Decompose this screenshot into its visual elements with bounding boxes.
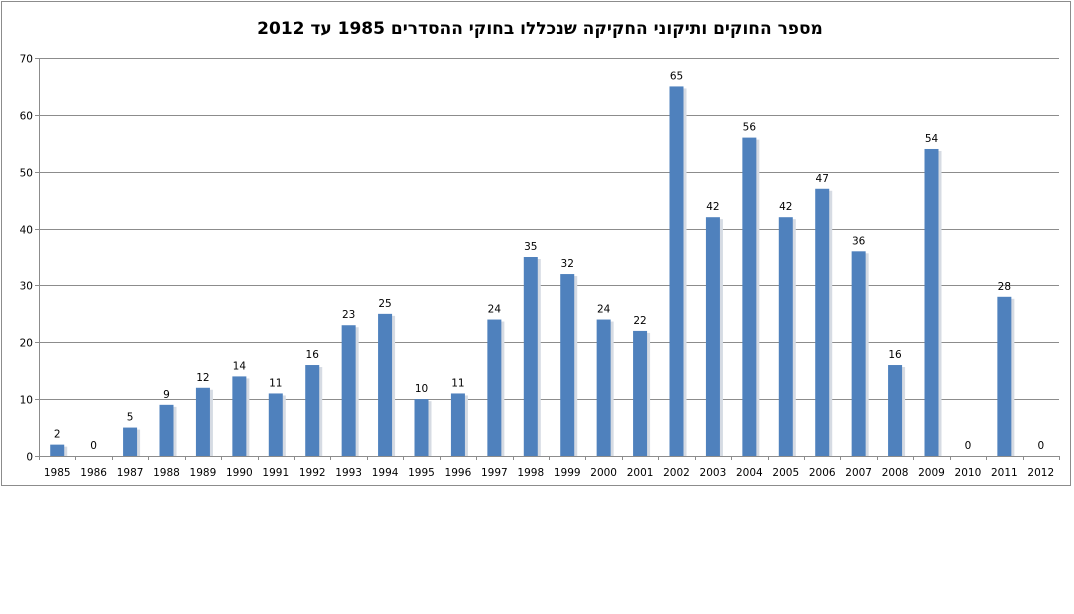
x-tick-label-1989: 1989 (190, 467, 217, 479)
data-label-1986: 0 (90, 440, 97, 452)
data-label-2002: 65 (670, 70, 683, 82)
x-tick-label-1998: 1998 (517, 467, 544, 479)
bar-2001 (633, 330, 648, 456)
x-tick-label-1995: 1995 (408, 467, 435, 479)
data-label-1994: 25 (378, 298, 391, 310)
data-label-1988: 9 (163, 389, 170, 401)
data-label-1995: 10 (415, 383, 428, 395)
y-tick-label: 40 (20, 225, 33, 237)
data-label-2009: 54 (925, 133, 939, 145)
bar-2009 (924, 148, 939, 456)
chart-frame: מספר החוקים ותיקוני החקיקה שנכללו בחוקי … (1, 1, 1071, 486)
data-label-1989: 12 (196, 372, 209, 384)
bar-2004 (742, 137, 757, 456)
bars (50, 86, 1015, 456)
x-tick-label-1990: 1990 (226, 467, 253, 479)
bar-2002 (669, 86, 684, 456)
data-label-2012: 0 (1037, 440, 1044, 452)
data-label-1991: 11 (269, 377, 282, 389)
data-label-1998: 35 (524, 241, 537, 253)
y-tick-label: 50 (20, 168, 33, 180)
data-label-2000: 24 (597, 304, 611, 316)
data-label-1997: 24 (488, 304, 502, 316)
data-label-2008: 16 (888, 349, 902, 361)
x-tick-label-1997: 1997 (481, 467, 508, 479)
data-label-1987: 5 (127, 412, 134, 424)
bar-1998 (523, 257, 538, 456)
x-tick-label-2006: 2006 (809, 467, 836, 479)
x-tick-label-2007: 2007 (845, 467, 872, 479)
x-tick-label-1999: 1999 (554, 467, 581, 479)
data-labels: 2 0 5 9 12 14 11 16 23 25 10 11 24 35 32 24 22 65 42 56 42 47… (54, 70, 1044, 452)
bar-1997 (487, 319, 502, 456)
data-label-1990: 14 (233, 360, 247, 372)
x-tick-label-2003: 2003 (700, 467, 727, 479)
x-tick-label-2001: 2001 (627, 467, 654, 479)
y-tick-label: 10 (20, 395, 33, 407)
data-label-2006: 47 (816, 173, 829, 185)
data-label-2011: 28 (998, 281, 1011, 293)
bar-2006 (815, 188, 830, 456)
x-tick-label-2000: 2000 (590, 467, 617, 479)
x-tick-label-2005: 2005 (772, 467, 799, 479)
y-tick-label: 60 (20, 111, 33, 123)
bar-chart: מספר החוקים ותיקוני החקיקה שנכללו בחוקי … (20, 19, 1060, 479)
x-tick-label-1992: 1992 (299, 467, 326, 479)
bar-2003 (705, 217, 720, 456)
x-tick-label-1986: 1986 (80, 467, 107, 479)
data-label-2007: 36 (852, 235, 866, 247)
bar-1988 (159, 404, 174, 456)
y-tick-label: 70 (20, 54, 33, 66)
x-tick-label-2009: 2009 (918, 467, 945, 479)
x-tick-label-2004: 2004 (736, 467, 763, 479)
x-tick-label-1991: 1991 (262, 467, 289, 479)
bar-1989 (195, 387, 210, 456)
x-tick-label-2010: 2010 (955, 467, 982, 479)
bar-1992 (305, 365, 320, 456)
x-tick-label-1985: 1985 (44, 467, 71, 479)
x-tick-label-2011: 2011 (991, 467, 1018, 479)
y-tick-label: 0 (26, 452, 33, 464)
chart-title: מספר החוקים ותיקוני החקיקה שנכללו בחוקי … (257, 19, 823, 39)
bar-1999 (560, 274, 575, 456)
data-label-1985: 2 (54, 429, 61, 441)
data-label-2001: 22 (633, 315, 646, 327)
bar-1994 (378, 313, 393, 456)
x-tick-label-2008: 2008 (882, 467, 909, 479)
x-tick-label-1988: 1988 (153, 467, 180, 479)
bar-2011 (997, 296, 1012, 456)
bar-1995 (414, 399, 429, 456)
data-label-1992: 16 (306, 349, 320, 361)
bar-2008 (888, 365, 903, 456)
y-tick-label: 30 (20, 281, 33, 293)
data-label-2004: 56 (743, 122, 757, 134)
bar-2005 (778, 217, 793, 456)
bar-1993 (341, 325, 356, 456)
data-label-1993: 23 (342, 309, 355, 321)
x-tick-label-2012: 2012 (1027, 467, 1054, 479)
x-tick-label-1994: 1994 (372, 467, 399, 479)
x-tick-label-1987: 1987 (117, 467, 144, 479)
bar-1996 (450, 393, 465, 456)
bar-1987 (123, 427, 138, 456)
bar-1990 (232, 376, 247, 456)
data-label-1999: 32 (561, 258, 574, 270)
gridlines (39, 58, 1059, 400)
bar-2007 (851, 251, 866, 456)
x-tick-label-1993: 1993 (335, 467, 362, 479)
x-tick-label-1996: 1996 (445, 467, 472, 479)
bar-2000 (596, 319, 611, 456)
bar-1991 (268, 393, 283, 456)
data-label-2005: 42 (779, 201, 792, 213)
data-label-1996: 11 (451, 377, 464, 389)
x-tick-label-2002: 2002 (663, 467, 690, 479)
y-tick-label: 20 (20, 338, 33, 350)
data-label-2010: 0 (965, 440, 972, 452)
bar-1985 (50, 444, 65, 456)
data-label-2003: 42 (706, 201, 719, 213)
